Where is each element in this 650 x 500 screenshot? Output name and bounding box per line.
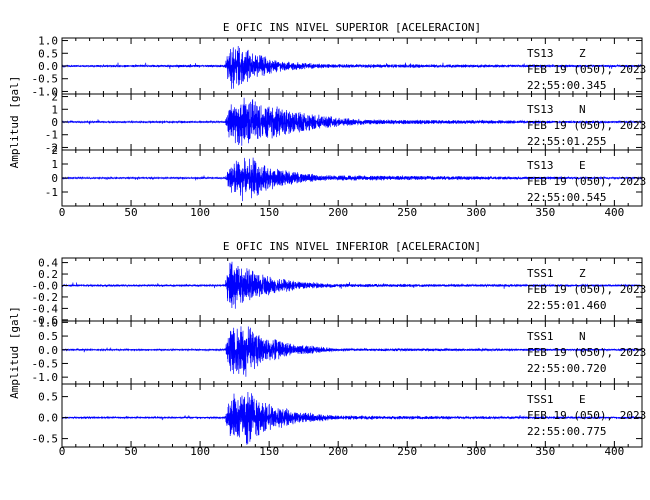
- y-tick-label: 0.5: [38, 391, 58, 404]
- y-tick-label: 2: [51, 91, 58, 104]
- x-tick-label: 150: [259, 206, 279, 219]
- time-label: 22:55:01.255: [527, 135, 606, 148]
- y-tick-label: -0.5: [32, 433, 59, 446]
- component-label: E: [579, 159, 586, 172]
- y-tick-label: -1.0: [32, 85, 59, 98]
- y-tick-label: 0.4: [38, 257, 58, 270]
- date-label: FEB 19 (050), 2023: [527, 346, 646, 359]
- x-tick-label: 400: [604, 206, 624, 219]
- y-tick-label: -0.4: [32, 302, 59, 315]
- x-tick-label: 200: [328, 206, 348, 219]
- date-label: FEB 19 (050), 2023: [527, 175, 646, 188]
- x-tick-label: 0: [59, 206, 66, 219]
- time-label: 22:55:00.345: [527, 79, 606, 92]
- y-tick-label: -2: [45, 141, 58, 154]
- waveform-line: [62, 97, 642, 146]
- x-tick-label: 300: [466, 445, 486, 458]
- y-tick-label: 1: [51, 158, 58, 171]
- y-tick-label: -1: [45, 186, 58, 199]
- chart-panel-1: E OFIC INS NIVEL SUPERIOR [ACELERACION] A…: [8, 21, 646, 219]
- x-tick-label: 100: [190, 445, 210, 458]
- station-label: TSS1: [527, 330, 554, 343]
- station-label: TS13: [527, 47, 554, 60]
- x-tick-label: 0: [59, 445, 66, 458]
- y-tick-label: 0.2: [38, 268, 58, 281]
- y-tick-label: -1: [45, 129, 58, 142]
- date-label: FEB 19 (050), 2023: [527, 119, 646, 132]
- station-label: TSS1: [527, 267, 554, 280]
- x-tick-label: 50: [124, 445, 137, 458]
- x-tick-label: 150: [259, 445, 279, 458]
- waveform-line: [62, 391, 642, 445]
- x-tick-label: 200: [328, 445, 348, 458]
- waveform-line: [62, 261, 642, 309]
- time-label: 22:55:00.775: [527, 425, 606, 438]
- date-label: FEB 19 (050), 2023: [527, 283, 646, 296]
- date-label: FEB 19 (050), 2023: [527, 63, 646, 76]
- y-tick-label: 0.5: [38, 330, 58, 343]
- station-label: TSS1: [527, 393, 554, 406]
- time-label: 22:55:00.545: [527, 191, 606, 204]
- y-tick-label: -0.2: [32, 291, 59, 304]
- chart-root: E OFIC INS NIVEL SUPERIOR [ACELERACION] A…: [8, 21, 646, 458]
- y-tick-label: 0: [51, 172, 58, 185]
- y-tick-label: 0.0: [38, 344, 58, 357]
- y-tick-label: -0.6: [32, 314, 59, 327]
- trace-panel-tss1-n: -1.0-0.50.00.51.0 TSS1 N FEB 19 (050), 2023…: [32, 316, 646, 385]
- component-label: N: [579, 103, 586, 116]
- chart-title: E OFIC INS NIVEL SUPERIOR [ACELERACION]: [223, 21, 481, 34]
- y-tick-label: 0: [51, 116, 58, 129]
- y-axis-label: Amplitud [gal]: [8, 306, 21, 399]
- station-label: TS13: [527, 159, 554, 172]
- y-tick-label: 0.0: [38, 60, 58, 73]
- station-label: TS13: [527, 103, 554, 116]
- y-tick-label: 0.5: [38, 47, 58, 60]
- component-label: N: [579, 330, 586, 343]
- y-tick-label: -0.5: [32, 357, 59, 370]
- trace-panel-ts13-z: -1.0-0.50.00.51.0 TS13 Z FEB 19 (050), 2023…: [32, 35, 647, 99]
- x-tick-label: 50: [124, 206, 137, 219]
- y-tick-label: 1.0: [38, 316, 58, 329]
- trace-panel-tss1-z: -0.6-0.4-0.2-0.00.20.4 TSS1 Z FEB 19 (050),…: [32, 257, 647, 327]
- waveform-line: [62, 326, 642, 377]
- x-tick-label: 250: [397, 445, 417, 458]
- y-tick-label: 1.0: [38, 35, 58, 48]
- x-tick-label: 100: [190, 206, 210, 219]
- y-tick-label: 1: [51, 103, 58, 116]
- waveform-line: [62, 45, 642, 89]
- component-label: Z: [579, 267, 586, 280]
- x-tick-label: 350: [535, 445, 555, 458]
- chart-panel-2: E OFIC INS NIVEL INFERIOR [ACELERACION] A…: [8, 240, 646, 458]
- waveform-line: [62, 157, 642, 202]
- component-label: Z: [579, 47, 586, 60]
- trace-panel-tss1-e: -0.5 0.0 0.5 TSS1 E FEB 19 (050), 2023 22:55:0…: [32, 383, 646, 448]
- y-tick-label: -0.5: [32, 73, 59, 86]
- x-tick-label: 350: [535, 206, 555, 219]
- x-tick-label: 250: [397, 206, 417, 219]
- time-label: 22:55:01.460: [527, 299, 606, 312]
- x-tick-label: 400: [604, 445, 624, 458]
- y-tick-label: -1.0: [32, 371, 59, 384]
- date-label: FEB 19 (050), 2023: [527, 409, 646, 422]
- y-axis-label: Amplitud [gal]: [8, 76, 21, 169]
- x-tick-label: 300: [466, 206, 486, 219]
- y-tick-label: -0.0: [32, 279, 59, 292]
- y-tick-label: 2: [51, 144, 58, 157]
- time-label: 22:55:00.720: [527, 362, 606, 375]
- component-label: E: [579, 393, 586, 406]
- chart-title: E OFIC INS NIVEL INFERIOR [ACELERACION]: [223, 240, 481, 253]
- y-tick-label: 0.0: [38, 412, 58, 425]
